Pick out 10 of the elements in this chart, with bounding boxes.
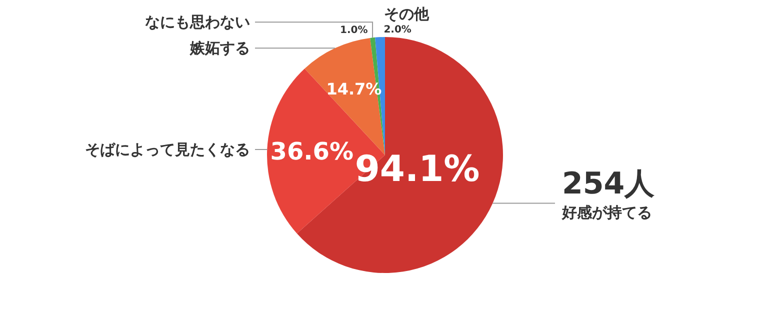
data-label: 36.6% xyxy=(270,138,354,166)
data-label: 1.0% xyxy=(340,25,368,36)
text: 254人 xyxy=(562,166,656,202)
slice-label: 好感が持てる xyxy=(561,203,652,222)
slice-label: なにも思わない xyxy=(145,13,250,32)
slice-label: そばによって見たくなる xyxy=(85,140,250,159)
data-label: 94.1% xyxy=(354,148,480,190)
slice-label: その他 xyxy=(384,5,430,24)
data-label: 2.0% xyxy=(384,24,412,36)
slice-label: 嫉妬する xyxy=(189,39,250,58)
